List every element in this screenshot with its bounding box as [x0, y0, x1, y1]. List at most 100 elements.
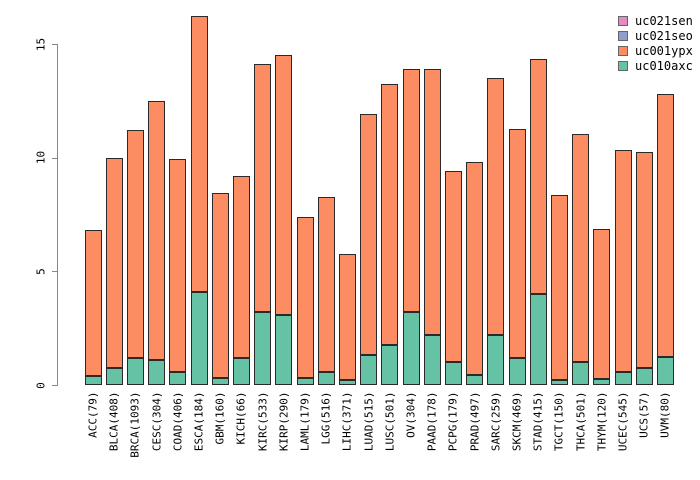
- bar-segment-uc001ypx: [403, 69, 420, 313]
- bar-segment-uc001ypx: [360, 114, 377, 356]
- x-axis-label: UCS(57): [637, 391, 651, 438]
- bar-segment-uc010axc: [424, 334, 441, 385]
- x-axis-label: ESCA(184): [192, 391, 206, 451]
- bar-segment-uc010axc: [551, 380, 568, 385]
- bar-segment-uc001ypx: [445, 171, 462, 363]
- legend-swatch-uc021sen: [618, 15, 628, 26]
- y-tick: [52, 271, 57, 273]
- bar-segment-uc010axc: [85, 375, 102, 385]
- bar-segment-uc001ypx: [509, 129, 526, 358]
- legend-label: uc021seo: [635, 28, 693, 43]
- bar-segment-uc001ypx: [148, 100, 165, 360]
- bar-segment-uc010axc: [445, 362, 462, 385]
- legend-item: uc001ypx: [618, 43, 693, 58]
- bar-segment-uc001ypx: [593, 229, 610, 380]
- legend-label: uc001ypx: [635, 43, 693, 58]
- bar-segment-uc010axc: [318, 372, 335, 385]
- x-axis-label: THYM(120): [595, 391, 609, 451]
- legend-label: uc021sen: [635, 13, 693, 28]
- y-tick-label: 5: [34, 268, 48, 275]
- x-axis-label: OV(304): [404, 391, 418, 438]
- bar-segment-uc010axc: [233, 357, 250, 385]
- bar-segment-uc010axc: [403, 312, 420, 385]
- bar-segment-uc001ypx: [275, 55, 292, 315]
- bar-segment-uc001ypx: [381, 83, 398, 346]
- bar-segment-uc001ypx: [233, 175, 250, 358]
- bar-segment-uc001ypx: [487, 78, 504, 335]
- bar-segment-uc001ypx: [339, 254, 356, 381]
- y-tick-label: 10: [34, 151, 48, 165]
- x-axis-label: LGG(516): [319, 391, 333, 444]
- x-axis-label: CESC(304): [150, 391, 164, 451]
- bar-segment-uc010axc: [657, 356, 674, 385]
- bar-segment-uc001ypx: [318, 197, 335, 373]
- bar-segment-uc010axc: [509, 357, 526, 385]
- x-axis-label: PAAD(178): [425, 391, 439, 451]
- x-axis-label: LUSC(501): [383, 391, 397, 451]
- x-axis-label: LIHC(371): [340, 391, 354, 451]
- y-tick: [52, 44, 57, 45]
- bar-segment-uc001ypx: [615, 149, 632, 373]
- bar-segment-uc010axc: [169, 372, 186, 385]
- bar-segment-uc010axc: [487, 334, 504, 385]
- bar-segment-uc001ypx: [85, 230, 102, 376]
- legend-item: uc021sen: [618, 13, 693, 28]
- bar-segment-uc001ypx: [636, 151, 653, 368]
- bar-segment-uc001ypx: [191, 15, 208, 292]
- bar-segment-uc010axc: [572, 362, 589, 385]
- x-axis-label: GBM(160): [213, 391, 227, 444]
- x-axis-label: UVM(80): [658, 391, 672, 438]
- bar-segment-uc010axc: [254, 312, 271, 385]
- x-axis-label: SARC(259): [489, 391, 503, 451]
- x-axis-label: THCA(501): [574, 391, 588, 451]
- bar-segment-uc010axc: [297, 378, 314, 385]
- bar-segment-uc001ypx: [212, 192, 229, 379]
- bar-segment-uc010axc: [127, 357, 144, 385]
- bar-segment-uc001ypx: [424, 69, 441, 335]
- bar-segment-uc010axc: [275, 314, 292, 385]
- legend-swatch-uc021seo: [618, 30, 628, 41]
- bar-segment-uc010axc: [212, 378, 229, 385]
- x-axis-label: UCEC(545): [616, 391, 630, 451]
- bar-segment-uc010axc: [466, 374, 483, 385]
- legend-swatch-uc010axc: [618, 60, 628, 71]
- y-tick-label: 15: [34, 37, 48, 51]
- x-axis-label: PCPG(179): [446, 391, 460, 451]
- bar-segment-uc010axc: [360, 355, 377, 385]
- legend: uc021sen uc021seo uc001ypx uc010axc: [618, 13, 693, 73]
- x-axis-label: PRAD(497): [468, 391, 482, 451]
- x-axis-label: TGCT(150): [552, 391, 566, 451]
- bar-segment-uc001ypx: [657, 94, 674, 357]
- bar-segment-uc001ypx: [572, 133, 589, 363]
- bar-segment-uc010axc: [106, 367, 123, 385]
- bar-segment-uc001ypx: [551, 195, 568, 381]
- legend-swatch-uc001ypx: [618, 45, 628, 56]
- x-axis-label: KIRP(290): [277, 391, 291, 451]
- bar-segment-uc001ypx: [169, 158, 186, 373]
- bar-segment-uc010axc: [381, 345, 398, 385]
- bar-segment-uc001ypx: [530, 58, 547, 295]
- x-axis-label: KIRC(533): [256, 391, 270, 451]
- x-axis-label: BRCA(1093): [128, 391, 142, 458]
- y-tick: [52, 157, 57, 159]
- bar-segment-uc001ypx: [127, 130, 144, 358]
- bar-segment-uc010axc: [148, 359, 165, 385]
- y-axis: [57, 44, 58, 386]
- y-tick: [52, 385, 57, 386]
- x-axis-label: KICH(66): [234, 391, 248, 444]
- bar-segment-uc010axc: [593, 379, 610, 385]
- bar-segment-uc001ypx: [254, 64, 271, 313]
- legend-item: uc021seo: [618, 28, 693, 43]
- bar-segment-uc010axc: [615, 372, 632, 385]
- x-axis-label: BLCA(408): [107, 391, 121, 451]
- legend-item: uc010axc: [618, 58, 693, 73]
- bar-segment-uc010axc: [339, 380, 356, 385]
- x-axis-label: STAD(415): [531, 391, 545, 451]
- bar-segment-uc001ypx: [466, 162, 483, 375]
- bar-segment-uc001ypx: [106, 157, 123, 368]
- x-axis-label: SKCM(469): [510, 391, 524, 451]
- bar-segment-uc010axc: [636, 367, 653, 385]
- legend-label: uc010axc: [635, 58, 693, 73]
- x-axis-label: LUAD(515): [362, 391, 376, 451]
- x-axis-label: COAD(406): [171, 391, 185, 451]
